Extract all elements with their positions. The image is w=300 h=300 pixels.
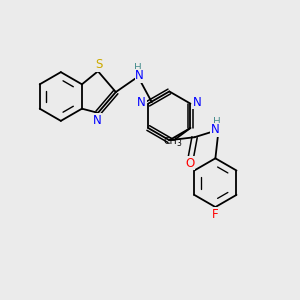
Text: N: N bbox=[193, 96, 201, 109]
Text: S: S bbox=[95, 58, 102, 71]
Text: N: N bbox=[211, 123, 220, 136]
Text: CH: CH bbox=[164, 137, 177, 146]
Text: N: N bbox=[137, 96, 146, 109]
Text: O: O bbox=[185, 157, 194, 169]
Text: 3: 3 bbox=[177, 139, 182, 148]
Text: H: H bbox=[134, 63, 142, 73]
Text: N: N bbox=[93, 114, 102, 127]
Text: H: H bbox=[213, 117, 221, 127]
Text: N: N bbox=[135, 69, 144, 82]
Text: F: F bbox=[212, 208, 219, 221]
